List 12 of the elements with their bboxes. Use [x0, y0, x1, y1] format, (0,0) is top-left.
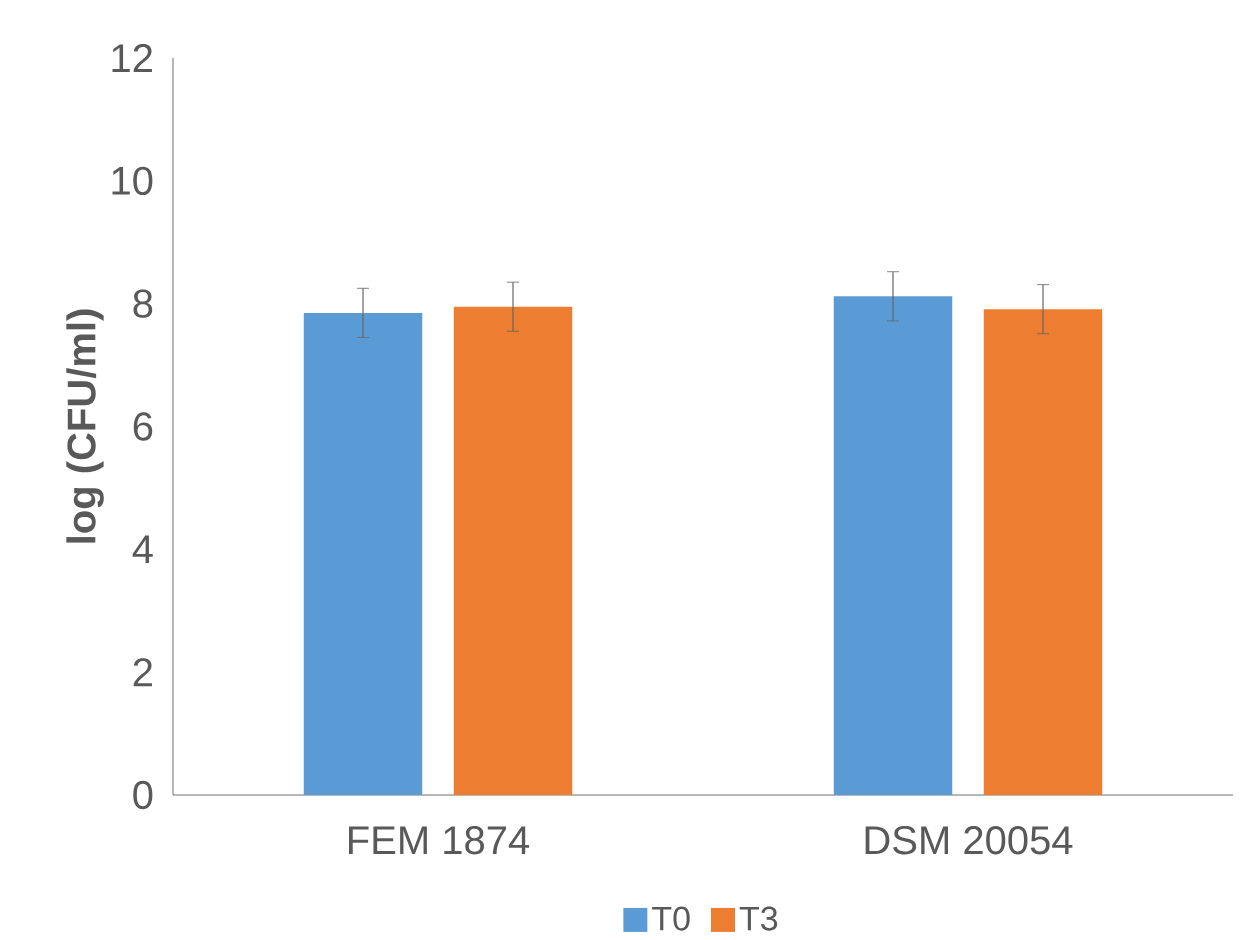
legend-label: T3 [739, 906, 778, 931]
y-tick-label: 6 [133, 412, 153, 441]
x-tick-label: DSM 20054 [865, 826, 1073, 855]
legend-label: T0 [652, 906, 690, 931]
x-tick-label: FEM 1874 [349, 826, 530, 855]
y-tick-label: 2 [133, 658, 152, 687]
y-tick-label: 10 [112, 166, 153, 195]
y-tick-label: 12 [112, 44, 152, 72]
y-tick-label: 8 [133, 289, 153, 318]
y-tick-label: 4 [132, 535, 153, 564]
y-axis-title: log (CFU/ml) [66, 309, 104, 543]
y-tick-label: 0 [133, 780, 153, 810]
